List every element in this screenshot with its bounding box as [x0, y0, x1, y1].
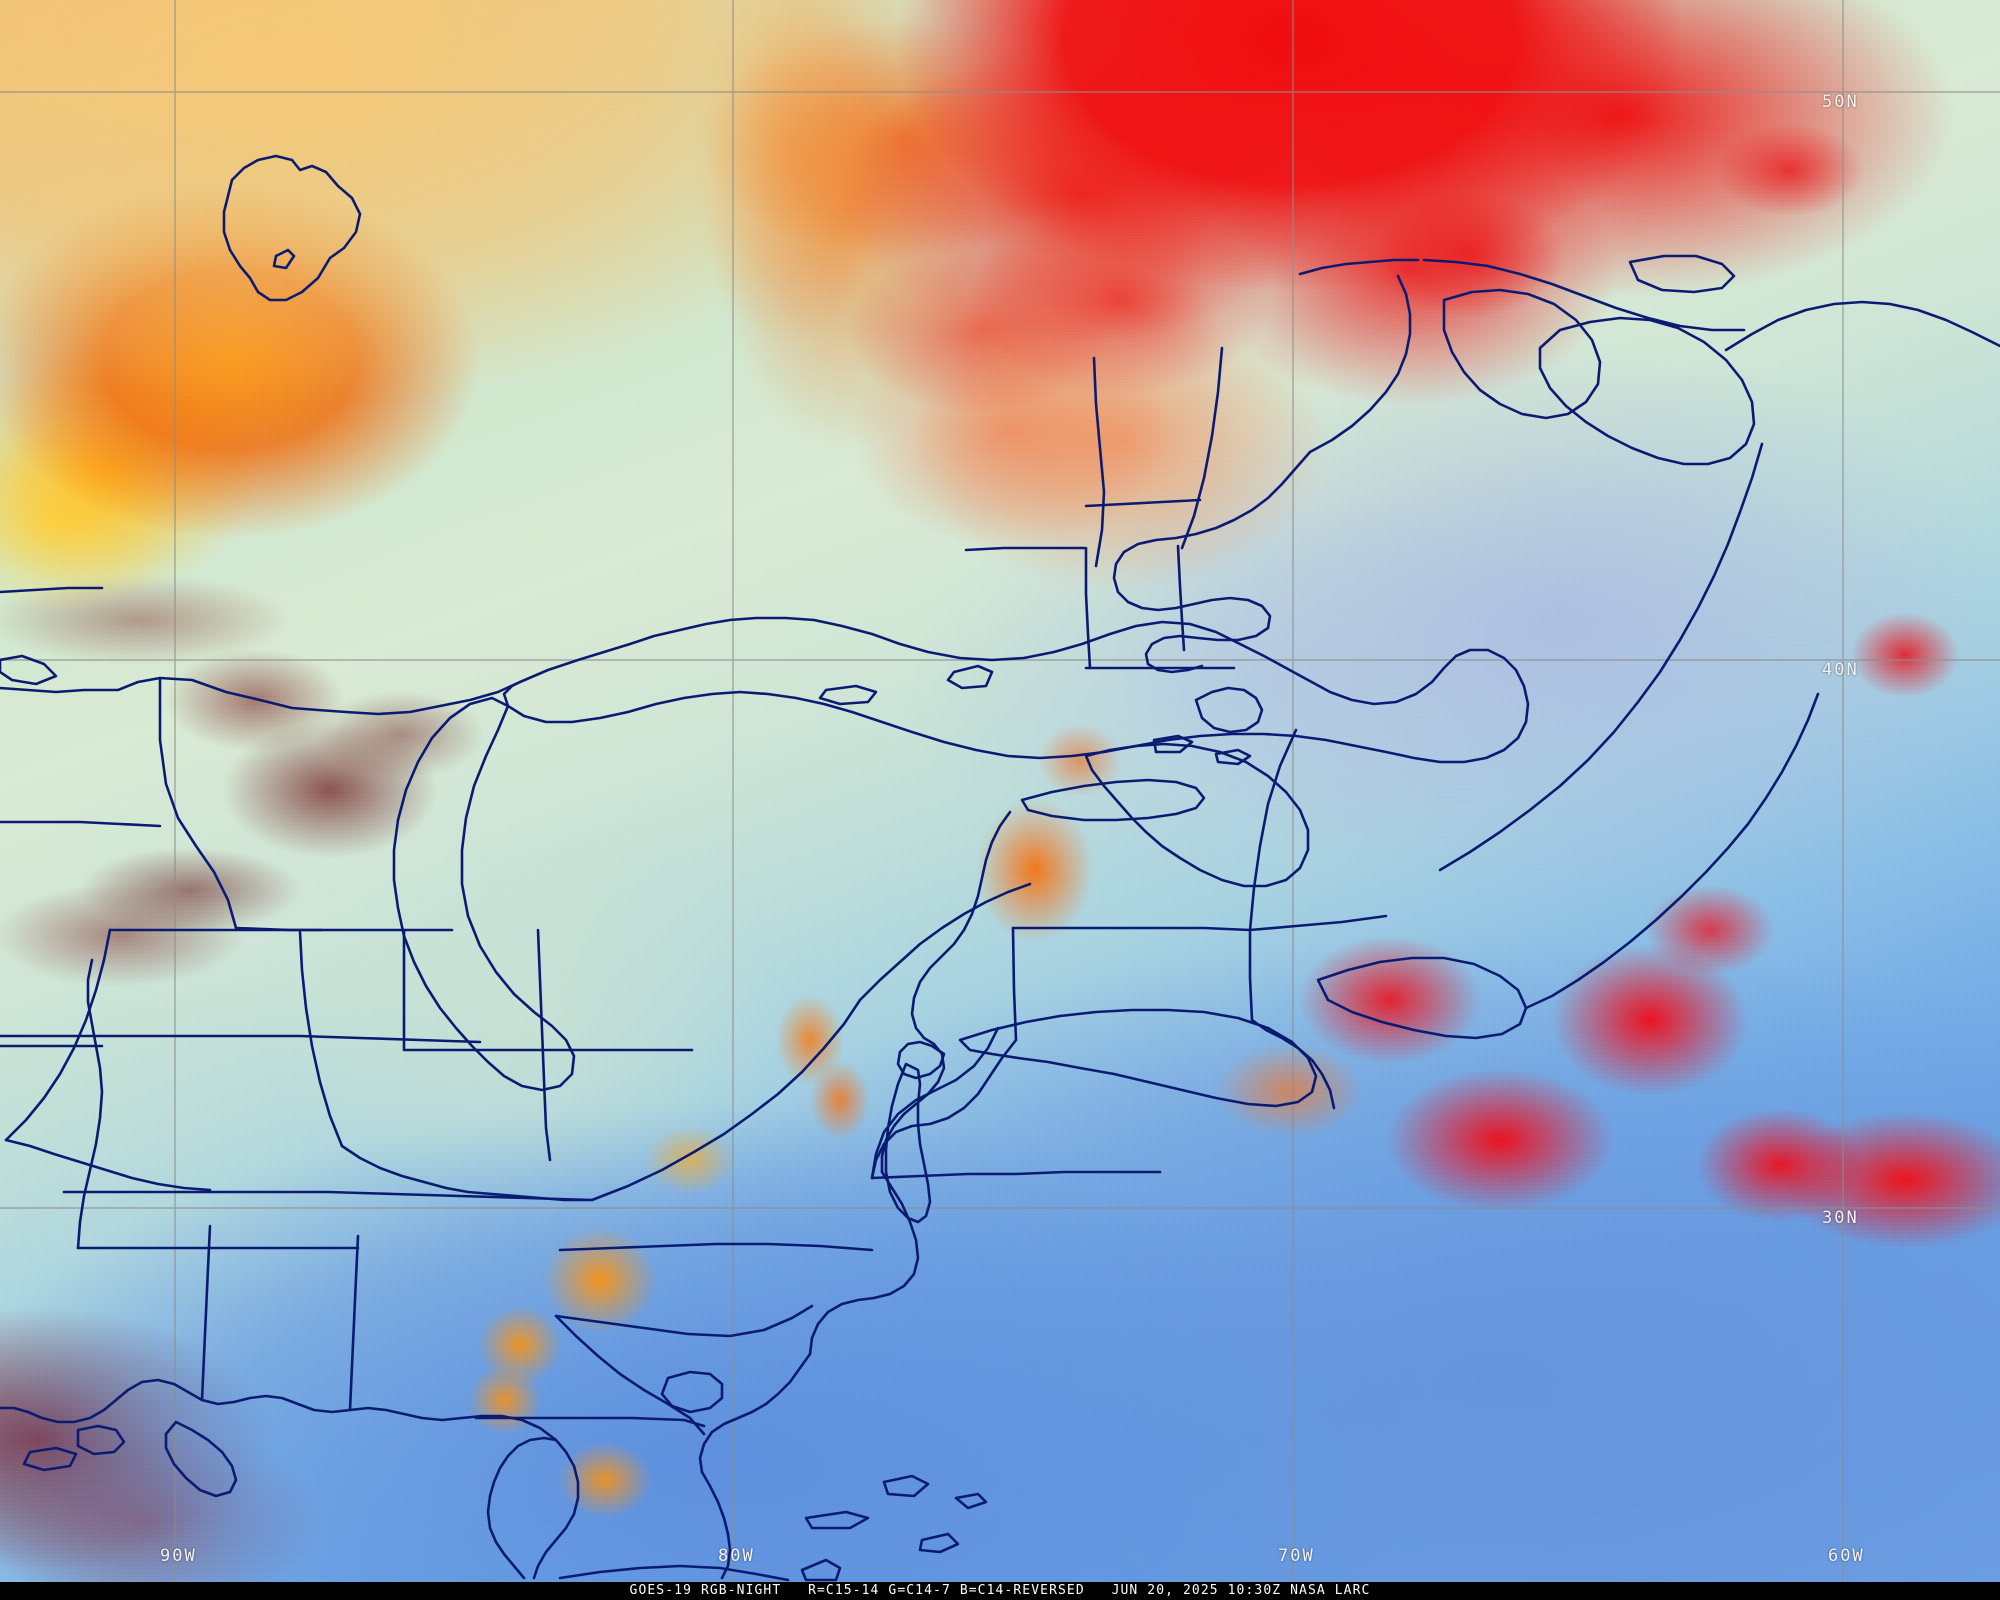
caption-bar: GOES-19 RGB-NIGHT R=C15-14 G=C14-7 B=C14…	[0, 1582, 2000, 1600]
nova-scotia-coast	[1538, 316, 1756, 466]
bahamas-cay-1	[954, 1492, 988, 1510]
lake-okeechobee	[660, 1370, 724, 1414]
state-border-pa-md-de	[870, 1170, 1162, 1180]
southeast-coast	[698, 1352, 812, 1474]
state-border-pa-ny	[1011, 926, 1252, 932]
st-lawrence-north-bank	[1438, 442, 1764, 872]
lake-erie-coast	[958, 1008, 1318, 1108]
caption-text: GOES-19 RGB-NIGHT R=C15-14 G=C14-7 B=C14…	[629, 1583, 1371, 1598]
cuba-coast	[558, 1564, 790, 1582]
state-border-il-ky-ms-river	[4, 1138, 212, 1192]
state-border-in-ky	[340, 1144, 590, 1202]
canada-lake-small-1	[272, 248, 296, 270]
state-border-oh-wv	[870, 1038, 1018, 1180]
quebec-north-coast	[1724, 300, 2000, 352]
state-border-mn-wi	[158, 676, 238, 930]
bahamas-abaco	[882, 1474, 930, 1498]
florida-west-coast	[486, 1436, 558, 1580]
state-border-plains-left	[0, 820, 162, 828]
geography-outlines	[0, 154, 2000, 1582]
delaware-bay	[896, 1040, 946, 1080]
state-border-ma-ct-south	[964, 546, 1086, 552]
lake-michigan-huron-coast	[392, 696, 576, 1092]
minnesota-ontario-border	[0, 676, 522, 716]
state-border-ct-ri	[1176, 544, 1186, 652]
bahamas-grand-bahama	[804, 1510, 870, 1530]
state-border-pa-ny-east	[1248, 928, 1254, 1022]
state-border-ny-vt-ma	[1248, 914, 1388, 932]
state-border-ky-va-wv	[590, 998, 862, 1202]
marthas-vineyard	[1152, 734, 1194, 754]
state-border-ms-la	[76, 958, 104, 1250]
maine-coast	[1308, 274, 1412, 454]
state-border-in-oh	[536, 928, 552, 1162]
hudson-bay-coast	[222, 154, 362, 302]
state-border-vt-nh-ma-north	[1084, 498, 1202, 508]
state-border-al-ms	[200, 1224, 212, 1402]
chesapeake-bay	[884, 1062, 932, 1224]
cape-cod	[1194, 686, 1264, 734]
new-england-coast	[1112, 450, 1312, 674]
state-border-plains-left-2	[0, 586, 104, 594]
canada-us-border-maine	[1422, 258, 1746, 332]
long-island	[1020, 778, 1206, 822]
louisiana-lakes	[76, 1424, 126, 1456]
state-border-ny-canada-adirondack	[1248, 728, 1298, 932]
state-border-va-nc	[558, 1242, 874, 1252]
state-border-pa-nj	[1250, 1018, 1336, 1110]
state-border-nc-sc	[554, 1304, 814, 1338]
state-border-vt-nh	[1092, 356, 1106, 568]
state-border-ma-ct-ri	[1084, 546, 1092, 670]
state-border-oh-pa	[1011, 926, 1018, 1042]
bahamas-eleuthera	[918, 1532, 960, 1554]
state-border-wi-mi	[234, 926, 454, 932]
keweenaw-inlet	[946, 664, 994, 690]
state-border-me-canada	[1298, 258, 1420, 276]
mid-atlantic-coast	[880, 810, 1012, 1174]
nantucket	[1214, 748, 1252, 766]
state-border-ky-tn	[62, 1190, 594, 1202]
florida-peninsula	[532, 1438, 732, 1580]
louisiana-coast-islands	[22, 1446, 78, 1472]
gulf-coast	[0, 1378, 558, 1442]
lake-ontario-coast	[1316, 956, 1528, 1040]
state-border-ga-fl	[474, 1416, 706, 1428]
state-border-wv-va	[858, 882, 1032, 1002]
state-border-nh-me	[1180, 346, 1224, 550]
state-border-tn-south	[0, 1034, 482, 1044]
lake-of-the-woods	[0, 654, 58, 686]
mississippi-delta	[164, 1420, 238, 1498]
outer-banks-north-carolina	[808, 1170, 920, 1356]
bahamas-andros	[800, 1558, 842, 1582]
prince-edward-island	[1628, 254, 1736, 294]
state-border-mi-in-oh	[402, 928, 694, 1052]
state-border-va-md-potomac	[870, 1026, 1000, 1180]
state-border-il-in	[298, 930, 344, 1148]
new-brunswick-coast	[1442, 288, 1602, 420]
isle-royale	[818, 684, 878, 706]
state-border-sc-ga	[554, 1314, 706, 1436]
lake-superior-coast	[502, 616, 1530, 764]
st-lawrence-river	[1524, 692, 1820, 1010]
state-border-ia-il	[4, 928, 112, 1142]
state-border-ga-al	[348, 1234, 360, 1412]
lake-huron-north-shore	[1084, 742, 1310, 888]
